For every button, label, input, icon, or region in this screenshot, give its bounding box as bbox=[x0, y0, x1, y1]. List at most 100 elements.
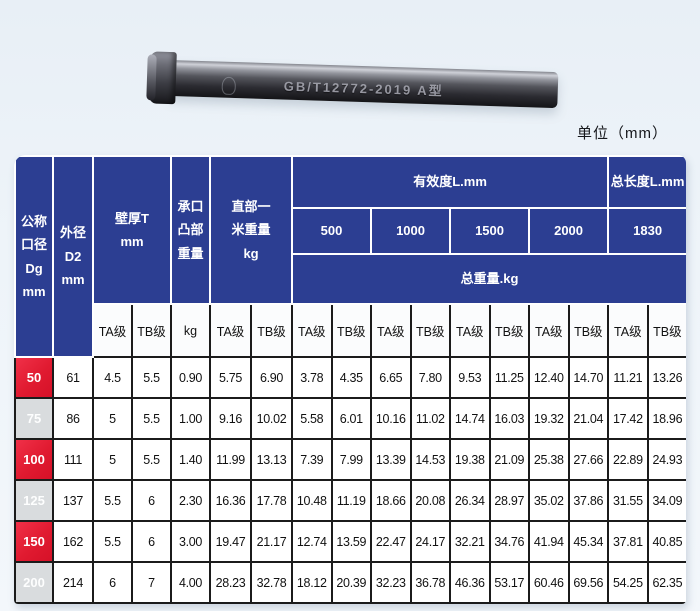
table-cell: 40.85 bbox=[646, 520, 686, 563]
table-cell: 111 bbox=[52, 438, 94, 481]
table-cell: 10.16 bbox=[370, 397, 412, 440]
table-cell: 1.40 bbox=[170, 438, 212, 481]
table-cell: 3.00 bbox=[170, 520, 212, 563]
header-outer-diameter: 外径 D2 mm bbox=[52, 155, 94, 358]
table-cell: 4.5 bbox=[92, 356, 133, 399]
table-cell: 6.65 bbox=[370, 356, 412, 399]
table-cell: 0.90 bbox=[170, 356, 212, 399]
table-cell: 27.66 bbox=[567, 438, 610, 481]
table-cell: 32.23 bbox=[370, 561, 412, 604]
table-cell: 5.75 bbox=[209, 356, 253, 399]
table-cell: 2.30 bbox=[170, 479, 212, 522]
subheader-grade: TA级 bbox=[528, 303, 570, 358]
table-cell: 69.56 bbox=[567, 561, 610, 604]
table-row: 150 162 5.5 6 3.00 19.47 21.17 12.74 13.59 22.47 2… bbox=[14, 520, 686, 563]
table-cell: 46.36 bbox=[449, 561, 491, 604]
table-cell: 14.74 bbox=[449, 397, 491, 440]
table-row: 125 137 5.5 6 2.30 16.36 17.78 10.48 11.19 18.66 2… bbox=[14, 479, 686, 522]
table-cell: 54.25 bbox=[607, 561, 649, 604]
subheader-grade: TA级 bbox=[370, 303, 412, 358]
table-cell: 13.13 bbox=[250, 438, 294, 481]
table-cell: 17.78 bbox=[250, 479, 294, 522]
subheader-grade: TB级 bbox=[488, 303, 531, 358]
table-cell: 7.80 bbox=[409, 356, 452, 399]
table-cell: 28.23 bbox=[209, 561, 253, 604]
subheader-grade: TB级 bbox=[567, 303, 610, 358]
table-cell: 16.36 bbox=[209, 479, 253, 522]
table-row: 75 86 5 5.5 1.00 9.16 10.02 5.58 6.01 10.16 11.02 1… bbox=[14, 397, 686, 440]
table-cell: 11.25 bbox=[488, 356, 531, 399]
table-cell: 53.17 bbox=[488, 561, 531, 604]
table-cell: 86 bbox=[52, 397, 94, 440]
table-cell: 24.17 bbox=[409, 520, 452, 563]
table-cell: 162 bbox=[52, 520, 94, 563]
header-total-weight: 总重量.kg bbox=[291, 253, 686, 305]
table-cell: 11.21 bbox=[607, 356, 649, 399]
table-cell: 5.5 bbox=[130, 397, 173, 440]
table-cell: 22.47 bbox=[370, 520, 412, 563]
table-cell: 37.86 bbox=[567, 479, 610, 522]
table-cell: 13.39 bbox=[370, 438, 412, 481]
table-cell: 6 bbox=[130, 520, 173, 563]
table-cell: 37.81 bbox=[607, 520, 649, 563]
table-cell: 5 bbox=[92, 397, 133, 440]
table-cell: 19.38 bbox=[449, 438, 491, 481]
table-cell: 18.96 bbox=[646, 397, 686, 440]
table-cell: 9.53 bbox=[449, 356, 491, 399]
table-cell: 137 bbox=[52, 479, 94, 522]
table-cell: 11.02 bbox=[409, 397, 452, 440]
row-label-dn: 50 bbox=[14, 356, 54, 399]
subheader-grade: TB级 bbox=[330, 303, 373, 358]
header-length-500: 500 bbox=[291, 207, 373, 255]
row-label-dn: 75 bbox=[14, 397, 54, 440]
table-cell: 61 bbox=[52, 356, 94, 399]
table-cell: 34.76 bbox=[488, 520, 531, 563]
table-cell: 12.74 bbox=[291, 520, 333, 563]
table-cell: 14.53 bbox=[409, 438, 452, 481]
table-cell: 4.35 bbox=[330, 356, 373, 399]
table-cell: 24.93 bbox=[646, 438, 686, 481]
header-row-top: 公称 口径 Dg mm 外径 D2 mm 壁厚T mm 承口 凸部 重量 直部一… bbox=[14, 155, 686, 358]
pipe-photo: GB/T12772-2019 A型 bbox=[146, 51, 559, 116]
table-cell: 11.19 bbox=[330, 479, 373, 522]
table-cell: 1.00 bbox=[170, 397, 212, 440]
table-cell: 214 bbox=[52, 561, 94, 604]
table-cell: 6.90 bbox=[250, 356, 294, 399]
header-length-1830: 1830 bbox=[607, 207, 686, 255]
table-cell: 4.00 bbox=[170, 561, 212, 604]
header-nominal-diameter: 公称 口径 Dg mm bbox=[14, 155, 54, 358]
table-cell: 13.59 bbox=[330, 520, 373, 563]
table-cell: 34.09 bbox=[646, 479, 686, 522]
header-straight-meter-weight: 直部一 米重量 kg bbox=[209, 155, 294, 305]
table-cell: 36.78 bbox=[409, 561, 452, 604]
table-cell: 5.5 bbox=[130, 438, 173, 481]
table-cell: 10.48 bbox=[291, 479, 333, 522]
table-cell: 41.94 bbox=[528, 520, 570, 563]
table-cell: 31.55 bbox=[607, 479, 649, 522]
table-cell: 10.02 bbox=[250, 397, 294, 440]
table-cell: 14.70 bbox=[567, 356, 610, 399]
table-cell: 7 bbox=[130, 561, 173, 604]
header-length-1500: 1500 bbox=[449, 207, 531, 255]
table-cell: 5.5 bbox=[92, 479, 133, 522]
table-row: 50 61 4.5 5.5 0.90 5.75 6.90 3.78 4.35 6.65 7.80 9.… bbox=[14, 356, 686, 399]
table-body: 50 61 4.5 5.5 0.90 5.75 6.90 3.78 4.35 6.65 7.80 9.… bbox=[14, 356, 686, 604]
table-cell: 16.03 bbox=[488, 397, 531, 440]
table-cell: 45.34 bbox=[567, 520, 610, 563]
table-cell: 5.58 bbox=[291, 397, 333, 440]
table-cell: 5 bbox=[92, 438, 133, 481]
table-cell: 22.89 bbox=[607, 438, 649, 481]
table-cell: 12.40 bbox=[528, 356, 570, 399]
table-cell: 21.09 bbox=[488, 438, 531, 481]
subheader-grade: TB级 bbox=[646, 303, 686, 358]
subheader-grade: TA级 bbox=[607, 303, 649, 358]
table-cell: 6 bbox=[92, 561, 133, 604]
table-cell: 9.16 bbox=[209, 397, 253, 440]
table-cell: 7.99 bbox=[330, 438, 373, 481]
table-row: 200 214 6 7 4.00 28.23 32.78 18.12 20.39 32.23 36.… bbox=[14, 561, 686, 604]
row-label-dn: 150 bbox=[14, 520, 54, 563]
subheader-grade: TB级 bbox=[130, 303, 173, 358]
header-length-2000: 2000 bbox=[528, 207, 610, 255]
header-row-lengths: 500 1000 1500 2000 1830 bbox=[15, 207, 686, 255]
table-cell: 20.39 bbox=[330, 561, 373, 604]
